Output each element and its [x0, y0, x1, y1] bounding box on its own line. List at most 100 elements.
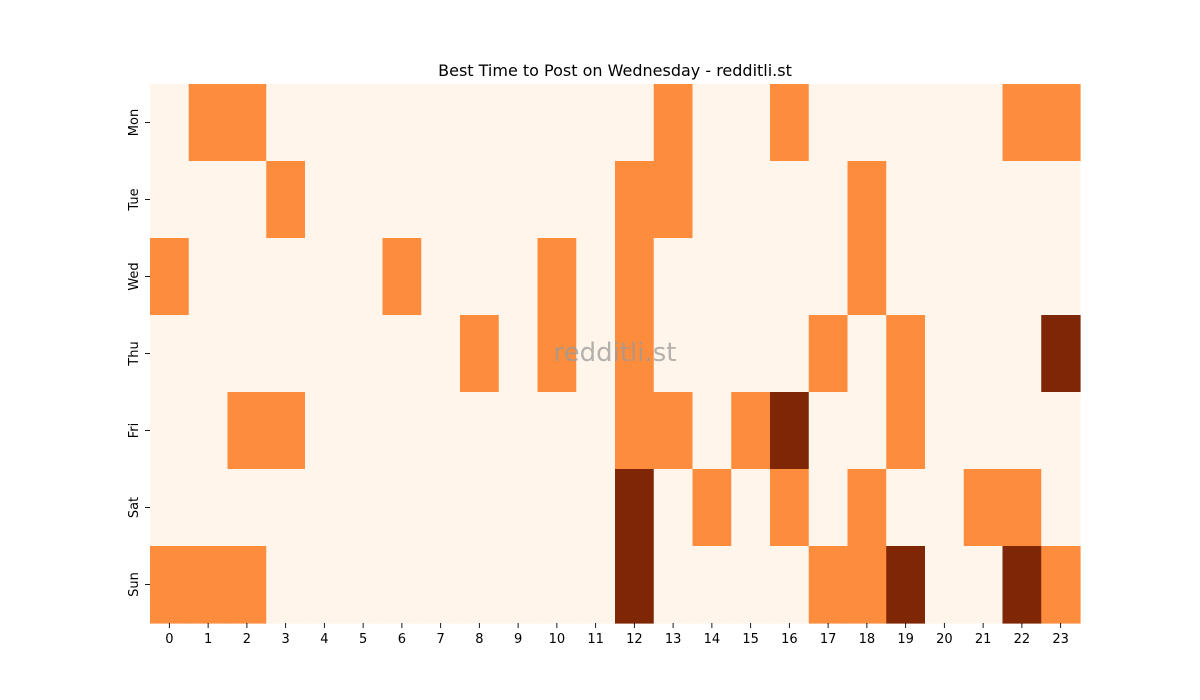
heatmap-cell-sat-12: [615, 469, 655, 547]
heatmap-cell-mon-20: [925, 84, 965, 162]
heatmap-cell-wed-16: [770, 238, 810, 316]
heatmap-cell-sat-9: [498, 469, 539, 547]
heatmap-cell-sat-5: [343, 469, 384, 547]
heatmap-cell-sun-6: [382, 546, 422, 624]
heatmap-cell-wed-15: [731, 238, 771, 316]
heatmap-cell-tue-18: [847, 161, 887, 239]
heatmap-cell-thu-21: [963, 315, 1004, 393]
heatmap-cell-thu-20: [925, 315, 965, 393]
heatmap-cell-thu-2: [227, 315, 267, 393]
y-tick-label: Fri: [127, 423, 142, 439]
heatmap-cell-fri-23: [1041, 392, 1081, 470]
heatmap-cell-sun-18: [847, 546, 887, 624]
y-tick-label: Mon: [127, 109, 142, 136]
heatmap-cell-wed-11: [576, 238, 616, 316]
heatmap-cell-tue-1: [188, 161, 229, 239]
heatmap-cell-thu-19: [886, 315, 926, 393]
heatmap-cell-fri-3: [266, 392, 306, 470]
heatmap-cell-thu-23: [1041, 315, 1081, 393]
x-tick-label: 3: [281, 632, 289, 647]
heatmap-cell-sat-7: [421, 469, 461, 547]
heatmap-cell-thu-9: [498, 315, 539, 393]
x-tick-label: 12: [626, 632, 643, 647]
x-tick-label: 13: [665, 632, 682, 647]
heatmap-cell-sun-23: [1041, 546, 1081, 624]
heatmap-cell-fri-2: [227, 392, 267, 470]
heatmap-cell-wed-22: [1002, 238, 1042, 316]
x-tick-label: 15: [742, 632, 759, 647]
x-tick-label: 0: [165, 632, 173, 647]
heatmap-cell-sun-16: [770, 546, 810, 624]
heatmap-cell-thu-17: [808, 315, 849, 393]
heatmap-cell-thu-5: [343, 315, 384, 393]
heatmap-cell-thu-7: [421, 315, 461, 393]
heatmap-cell-sat-20: [925, 469, 965, 547]
heatmap-cell-wed-20: [925, 238, 965, 316]
heatmap-cell-thu-8: [460, 315, 500, 393]
heatmap-cell-wed-6: [382, 238, 422, 316]
x-tick-label: 22: [1014, 632, 1031, 647]
heatmap-cell-wed-13: [653, 238, 694, 316]
heatmap-cell-wed-19: [886, 238, 926, 316]
heatmap-cell-sat-17: [808, 469, 849, 547]
heatmap-cell-fri-5: [343, 392, 384, 470]
watermark: redditli.st: [554, 338, 677, 368]
heatmap-cell-fri-6: [382, 392, 422, 470]
heatmap-cell-sat-8: [460, 469, 500, 547]
heatmap-cell-sun-1: [188, 546, 229, 624]
heatmap-cell-fri-21: [963, 392, 1004, 470]
heatmap-cell-sat-6: [382, 469, 422, 547]
x-tick-label: 7: [436, 632, 444, 647]
heatmap-cell-mon-4: [305, 84, 345, 162]
heatmap-cell-tue-14: [692, 161, 732, 239]
heatmap-cell-mon-17: [808, 84, 849, 162]
heatmap-cell-thu-15: [731, 315, 771, 393]
x-tick-label: 8: [475, 632, 483, 647]
x-tick-label: 11: [587, 632, 604, 647]
heatmap-cell-sat-2: [227, 469, 267, 547]
x-tick-label: 16: [781, 632, 798, 647]
heatmap-cell-sat-18: [847, 469, 887, 547]
heatmap-cell-fri-11: [576, 392, 616, 470]
heatmap-cell-mon-19: [886, 84, 926, 162]
heatmap-cell-sat-19: [886, 469, 926, 547]
y-tick-label: Sat: [127, 497, 142, 518]
heatmap-cell-tue-6: [382, 161, 422, 239]
heatmap-cell-sun-0: [150, 546, 190, 624]
heatmap-cell-sun-9: [498, 546, 539, 624]
y-axis: Mon Tue Wed Thu Fri Sat Sun: [127, 109, 150, 597]
heatmap-cell-tue-2: [227, 161, 267, 239]
y-tick-label: Sun: [127, 572, 142, 597]
heatmap-cell-sat-13: [653, 469, 694, 547]
heatmap-cell-sun-19: [886, 546, 926, 624]
heatmap-cell-thu-13: [653, 315, 694, 393]
heatmap-cell-thu-12: [615, 315, 655, 393]
heatmap-cell-sun-17: [808, 546, 849, 624]
heatmap-cell-tue-22: [1002, 161, 1042, 239]
x-tick-label: 4: [320, 632, 328, 647]
heatmap-cell-wed-4: [305, 238, 345, 316]
y-tick-label: Tue: [127, 188, 142, 211]
heatmap-cell-mon-16: [770, 84, 810, 162]
heatmap-cell-sat-14: [692, 469, 732, 547]
heatmap-cell-wed-1: [188, 238, 229, 316]
heatmap-cell-sat-0: [150, 469, 190, 547]
heatmap-cell-mon-6: [382, 84, 422, 162]
y-tick-label: Thu: [127, 341, 142, 366]
heatmap-cell-fri-15: [731, 392, 771, 470]
heatmap-cell-mon-5: [343, 84, 384, 162]
heatmap-cell-thu-3: [266, 315, 306, 393]
heatmap-cell-fri-8: [460, 392, 500, 470]
x-tick-label: 1: [204, 632, 212, 647]
heatmap-cell-thu-11: [576, 315, 616, 393]
x-tick-label: 23: [1052, 632, 1069, 647]
heatmap-cell-mon-15: [731, 84, 771, 162]
heatmap-cell-thu-22: [1002, 315, 1042, 393]
heatmap-cell-tue-17: [808, 161, 849, 239]
x-tick-label: 18: [859, 632, 876, 647]
heatmap-cell-wed-9: [498, 238, 539, 316]
heatmap-cell-fri-19: [886, 392, 926, 470]
heatmap-cell-sun-3: [266, 546, 306, 624]
heatmap-cell-fri-13: [653, 392, 694, 470]
heatmap-cell-fri-10: [537, 392, 577, 470]
